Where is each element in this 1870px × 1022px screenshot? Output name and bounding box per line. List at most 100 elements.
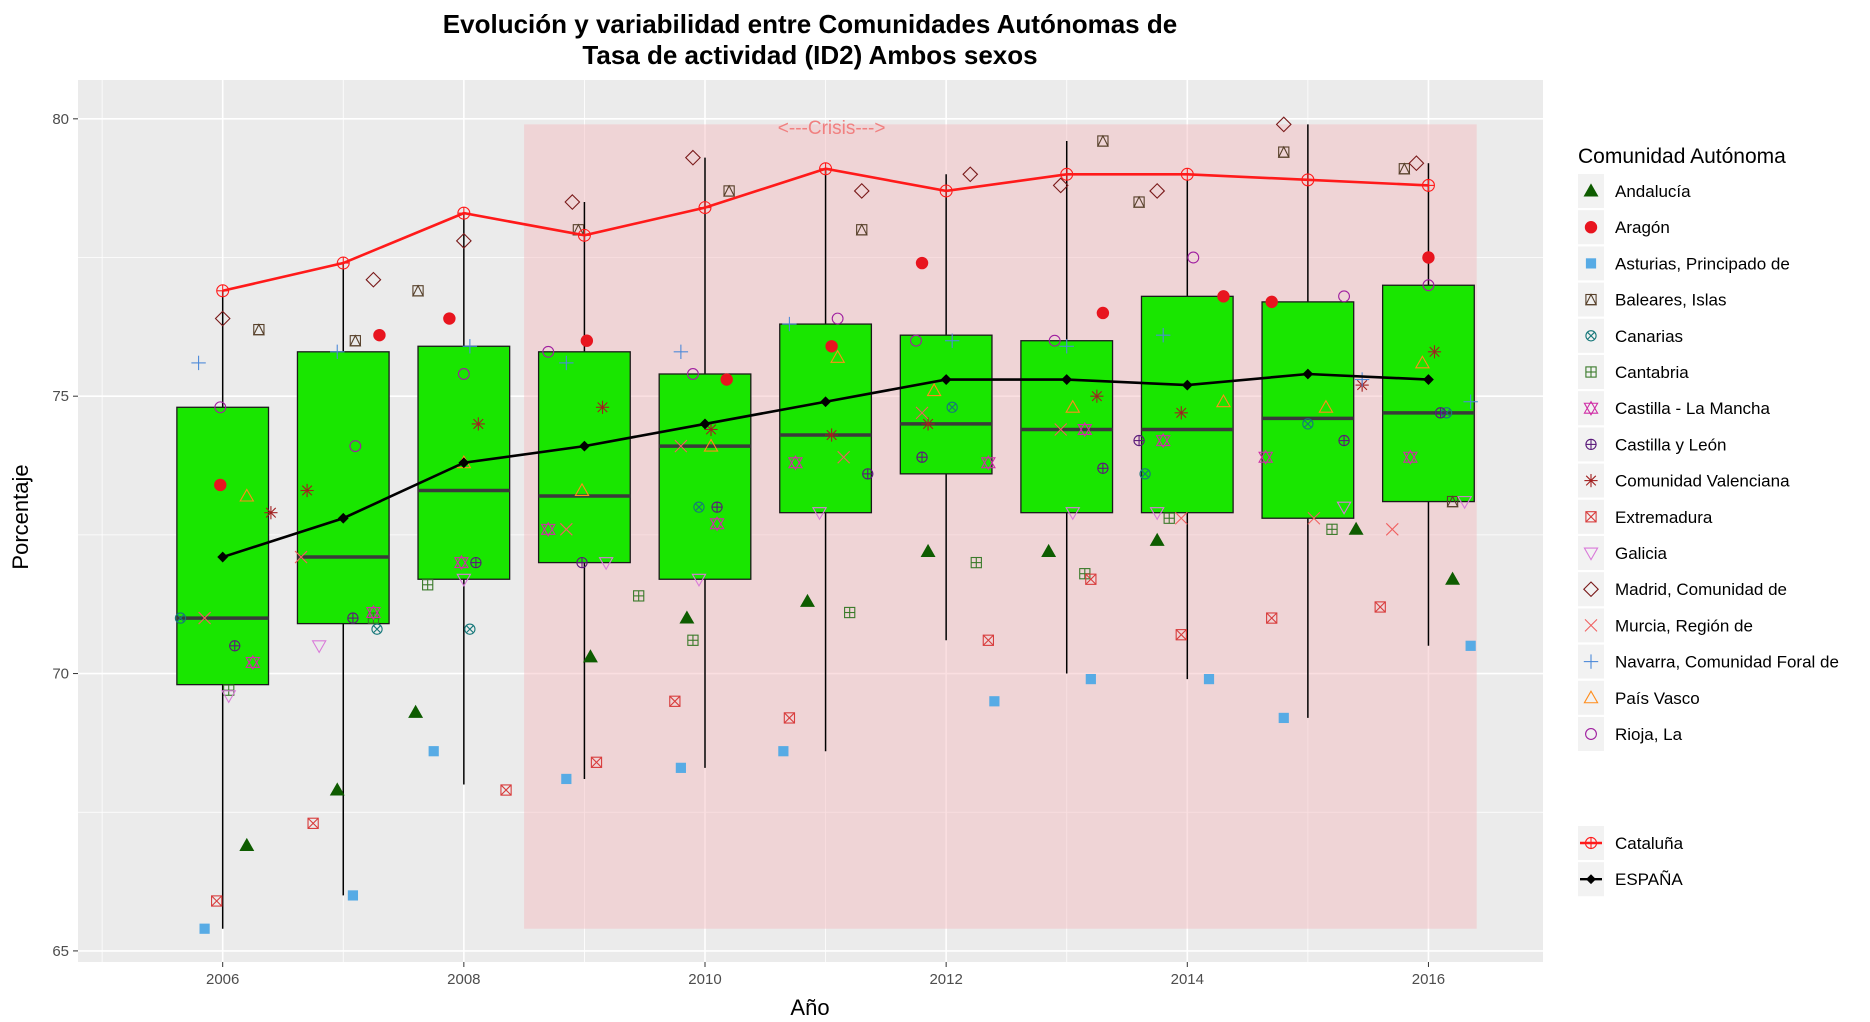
data-point (1174, 406, 1188, 420)
marker-shape (245, 654, 261, 668)
marker-shape (826, 429, 837, 441)
marker-shape (1583, 547, 1599, 561)
data-point (1266, 612, 1278, 624)
marker-shape (1077, 423, 1093, 438)
marker-shape (1585, 511, 1597, 523)
data-point (673, 344, 689, 360)
data-point (214, 310, 231, 327)
legend-entry: Navarra, Comunidad Foral de (1578, 644, 1839, 679)
marker-shape (1065, 507, 1081, 521)
marker-shape (365, 607, 381, 621)
marker-shape (214, 478, 227, 492)
data-point (1155, 432, 1171, 449)
marker-shape (674, 439, 688, 453)
data-point (1215, 394, 1232, 408)
series-13 (191, 316, 1478, 409)
data-point (422, 579, 434, 591)
marker-shape (926, 382, 942, 397)
box-iqr (658, 373, 752, 580)
marker-shape (239, 488, 255, 502)
data-point (456, 573, 472, 587)
legend-key-symbol (1585, 366, 1597, 378)
data-point (1077, 421, 1093, 438)
data-point (371, 623, 383, 635)
data-point (1336, 501, 1352, 515)
marker-shape (464, 623, 476, 635)
marker-shape (455, 232, 472, 249)
data-point (1133, 434, 1145, 447)
legend-entry: Murcia, Región de (1578, 608, 1753, 643)
marker-shape (989, 696, 1000, 707)
data-point (782, 316, 797, 332)
data-point (946, 401, 958, 413)
series-8 (264, 345, 1442, 520)
data-point (1374, 601, 1386, 613)
data-point (598, 557, 614, 571)
data-point (582, 649, 598, 663)
box-iqr (537, 351, 631, 564)
data-point (1277, 145, 1290, 158)
data-point (1163, 512, 1175, 524)
marker-shape (1374, 601, 1386, 613)
boxplot-2015 (1261, 124, 1355, 718)
data-point (1217, 290, 1230, 303)
line-point (1301, 173, 1315, 187)
marker-shape (1583, 690, 1599, 704)
marker-shape (1583, 581, 1599, 598)
data-point (412, 284, 425, 297)
marker-shape (1149, 532, 1165, 546)
data-point (264, 506, 278, 520)
line-point (577, 228, 591, 242)
marker-shape (675, 762, 686, 773)
legend-title: Comunidad Autónoma (1578, 145, 1786, 168)
legend-entry: Andalucía (1578, 174, 1691, 208)
line-point (579, 440, 590, 452)
data-point (590, 756, 603, 768)
marker-shape (1096, 134, 1109, 147)
data-point (1445, 571, 1461, 585)
data-point (559, 522, 573, 536)
x-tick-label: 2016 (1412, 971, 1445, 988)
data-point (825, 340, 838, 353)
data-point (1302, 418, 1314, 430)
data-point (349, 334, 362, 347)
data-point (831, 312, 844, 325)
data-point (1065, 507, 1081, 521)
data-point (365, 271, 382, 288)
marker-shape (948, 403, 957, 412)
marker-shape (679, 610, 695, 624)
legend-entry: País Vasco (1578, 680, 1700, 715)
marker-shape (1429, 346, 1440, 358)
line-point (217, 551, 229, 563)
data-point (1065, 399, 1081, 413)
marker-shape (1155, 435, 1171, 449)
marker-shape (443, 312, 456, 325)
marker-shape (598, 557, 614, 571)
marker-shape (686, 368, 699, 380)
marker-shape (542, 345, 555, 358)
data-point (830, 349, 846, 363)
marker-shape (307, 817, 319, 829)
data-point (691, 573, 707, 587)
legend-entry: Madrid, Comunidad de (1578, 572, 1787, 607)
data-point (921, 417, 935, 431)
marker-shape (465, 625, 474, 634)
legend-label: Comunidad Valenciana (1615, 472, 1790, 491)
data-point (1457, 496, 1473, 510)
legend-key-symbol (1585, 293, 1597, 306)
marker-shape (783, 712, 795, 724)
data-point (365, 604, 381, 621)
legend-key-symbol (1583, 400, 1599, 416)
data-point (1414, 355, 1430, 369)
marker-shape (1175, 629, 1187, 641)
marker-shape (217, 551, 229, 563)
series-7 (229, 407, 1447, 652)
marker-shape (820, 396, 831, 408)
legend-key-symbol (1585, 258, 1597, 269)
x-axis-ticks: 2006 2008 2010 2012 2014 2016 (206, 962, 1445, 988)
data-point (471, 417, 485, 431)
marker-shape (1187, 251, 1200, 264)
legend-entry: Asturias, Principado de (1578, 246, 1790, 281)
marker-shape (329, 782, 345, 796)
marker-shape (1583, 400, 1599, 414)
